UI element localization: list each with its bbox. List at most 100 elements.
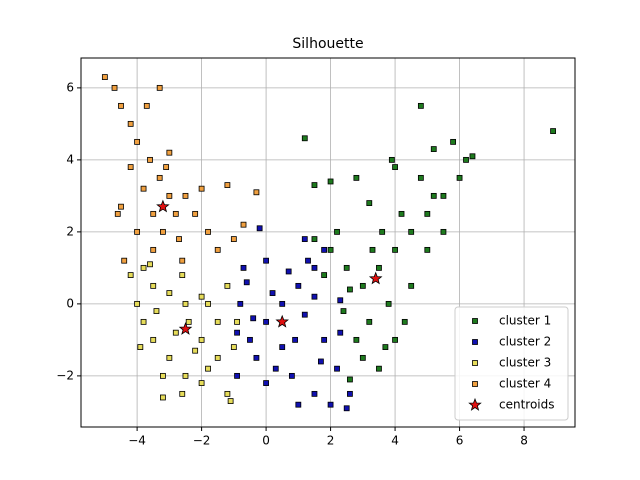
- x-tick-label: 2: [327, 434, 335, 448]
- point: [292, 336, 299, 343]
- point: [311, 293, 318, 300]
- legend-marker: [472, 360, 478, 366]
- axes: −4 −2 0 2 4 6 8 −2 0 2 4 6: [56, 80, 528, 447]
- point: [408, 228, 415, 235]
- x-tick-label: 6: [456, 434, 464, 448]
- point: [366, 200, 373, 206]
- point: [198, 185, 205, 192]
- point: [118, 203, 124, 210]
- point: [156, 174, 163, 181]
- y-tick-label: 6: [66, 80, 74, 94]
- point: [166, 354, 173, 361]
- point: [230, 236, 237, 242]
- point: [272, 365, 279, 372]
- x-tick-label: 4: [391, 434, 399, 448]
- point: [147, 261, 153, 268]
- point: [166, 192, 173, 199]
- point: [134, 300, 141, 307]
- point: [327, 401, 334, 408]
- point: [240, 264, 247, 271]
- point: [359, 282, 366, 289]
- point: [234, 318, 240, 325]
- point: [376, 365, 382, 372]
- point: [140, 185, 147, 192]
- point: [234, 372, 240, 379]
- point: [179, 257, 186, 264]
- point: [469, 153, 476, 160]
- point: [127, 164, 134, 170]
- point: [134, 228, 141, 235]
- point: [127, 272, 134, 278]
- point: [243, 279, 250, 286]
- point: [401, 318, 408, 325]
- point: [340, 308, 347, 314]
- legend-marker: [472, 318, 478, 324]
- legend-label: cluster 2: [499, 335, 551, 349]
- point: [321, 272, 328, 278]
- point: [327, 246, 334, 253]
- legend-marker: [472, 339, 478, 345]
- point: [347, 376, 353, 383]
- legend-label: cluster 1: [499, 314, 551, 328]
- point: [166, 149, 173, 156]
- point: [172, 329, 179, 336]
- x-tick-label: 8: [520, 434, 528, 448]
- point: [318, 358, 324, 365]
- point: [417, 102, 424, 109]
- point: [205, 365, 211, 372]
- legend-marker: [468, 397, 482, 411]
- point: [327, 178, 334, 185]
- point: [192, 347, 199, 354]
- point: [143, 102, 150, 109]
- point: [263, 257, 269, 264]
- point: [114, 210, 121, 217]
- legend-label: centroids: [499, 398, 555, 412]
- y-tick-label: 4: [66, 152, 74, 166]
- point: [456, 174, 463, 181]
- point: [198, 336, 205, 343]
- point: [182, 300, 189, 307]
- point: [359, 354, 366, 361]
- point: [160, 372, 166, 379]
- point: [192, 210, 199, 217]
- point: [347, 286, 353, 293]
- point: [150, 282, 157, 289]
- point: [279, 300, 286, 307]
- point: [224, 182, 231, 188]
- y-tick-label: 2: [66, 224, 74, 238]
- point: [279, 344, 286, 350]
- point: [140, 318, 147, 325]
- point: [150, 336, 157, 343]
- point: [172, 210, 179, 217]
- point: [179, 390, 186, 397]
- point: [230, 344, 237, 350]
- point: [179, 272, 186, 278]
- point: [295, 401, 302, 408]
- point: [156, 84, 163, 91]
- point: [337, 297, 344, 304]
- point: [150, 246, 157, 253]
- point: [253, 189, 260, 196]
- point: [398, 210, 405, 217]
- plot-frame: [80, 57, 576, 428]
- point: [321, 246, 328, 253]
- point: [153, 308, 160, 314]
- point: [163, 164, 170, 170]
- point: [408, 282, 415, 289]
- point: [385, 300, 392, 307]
- point: [224, 390, 231, 397]
- point: [417, 174, 424, 181]
- point: [256, 225, 263, 232]
- legend-label: cluster 3: [499, 356, 551, 370]
- point: [353, 336, 360, 343]
- point: [269, 290, 276, 296]
- point: [247, 336, 253, 343]
- point: [311, 390, 318, 397]
- point: [285, 268, 292, 275]
- point: [182, 192, 189, 199]
- points: [101, 74, 556, 412]
- point: [366, 318, 373, 325]
- point: [430, 192, 437, 199]
- x-tick-label: −4: [128, 434, 146, 448]
